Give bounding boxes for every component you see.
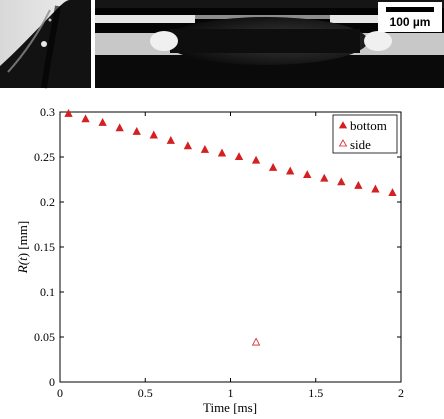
data-point-bottom (234, 152, 244, 161)
y-tick-label: 0.15 (34, 240, 55, 254)
data-marks (64, 108, 397, 346)
axis-ticks: 0 0.5 1 1.5 2 0 0.05 0.1 0.15 0.2 0.25 0.3 (34, 105, 404, 400)
legend: bottom side (332, 114, 398, 154)
y-tick-label: 0 (49, 375, 55, 389)
data-point-bottom (354, 180, 363, 189)
x-tick-label: 0 (57, 386, 63, 400)
data-point-bottom (251, 155, 261, 164)
scale-bar: 100 µm (378, 2, 442, 32)
y-tick-label: 0.05 (34, 330, 55, 344)
data-point-bottom (200, 144, 210, 153)
data-point-bottom (149, 130, 158, 139)
y-tick-label: 0.1 (40, 285, 55, 299)
y-tick-label: 0.2 (40, 195, 55, 209)
data-point-bottom (81, 114, 90, 123)
side-view-photo (0, 0, 91, 89)
data-point-bottom (166, 135, 175, 144)
data-point-bottom (98, 117, 107, 126)
x-tick-label: 1 (228, 386, 234, 400)
x-axis-label: Time [ms] (203, 400, 257, 415)
data-point-bottom (320, 173, 329, 182)
legend-label-bottom: bottom (350, 118, 387, 133)
y-tick-label: 0.3 (40, 105, 55, 119)
data-point-bottom (286, 166, 295, 175)
data-point-bottom (183, 141, 193, 150)
legend-box (332, 114, 398, 154)
legend-label-side: side (350, 137, 371, 152)
data-point-bottom (371, 184, 380, 193)
data-point-bottom (303, 170, 312, 179)
data-point-side (251, 337, 261, 346)
y-axis-label: R(t) [mm] (15, 221, 30, 274)
chart: 0 0.5 1 1.5 2 0 0.05 0.1 0.15 0.2 0.25 0.3 Time [ms… (15, 105, 404, 415)
data-point-bottom (64, 108, 73, 117)
x-tick-label: 1.5 (308, 386, 323, 400)
x-tick-label: 0.5 (138, 386, 153, 400)
bottom-view-photo: 100 µm (95, 0, 444, 88)
data-point-bottom (388, 188, 397, 197)
data-point-bottom (217, 148, 227, 157)
legend-marker-bottom (338, 121, 348, 129)
scale-bar-label: 100 µm (390, 15, 431, 29)
y-tick-label: 0.25 (34, 150, 55, 164)
plot-area (59, 111, 402, 383)
data-point-bottom (337, 177, 346, 186)
legend-marker-side (338, 139, 348, 147)
data-point-bottom (115, 123, 124, 132)
x-tick-label: 2 (398, 386, 404, 400)
data-point-bottom (268, 162, 278, 171)
data-point-bottom (132, 126, 141, 135)
